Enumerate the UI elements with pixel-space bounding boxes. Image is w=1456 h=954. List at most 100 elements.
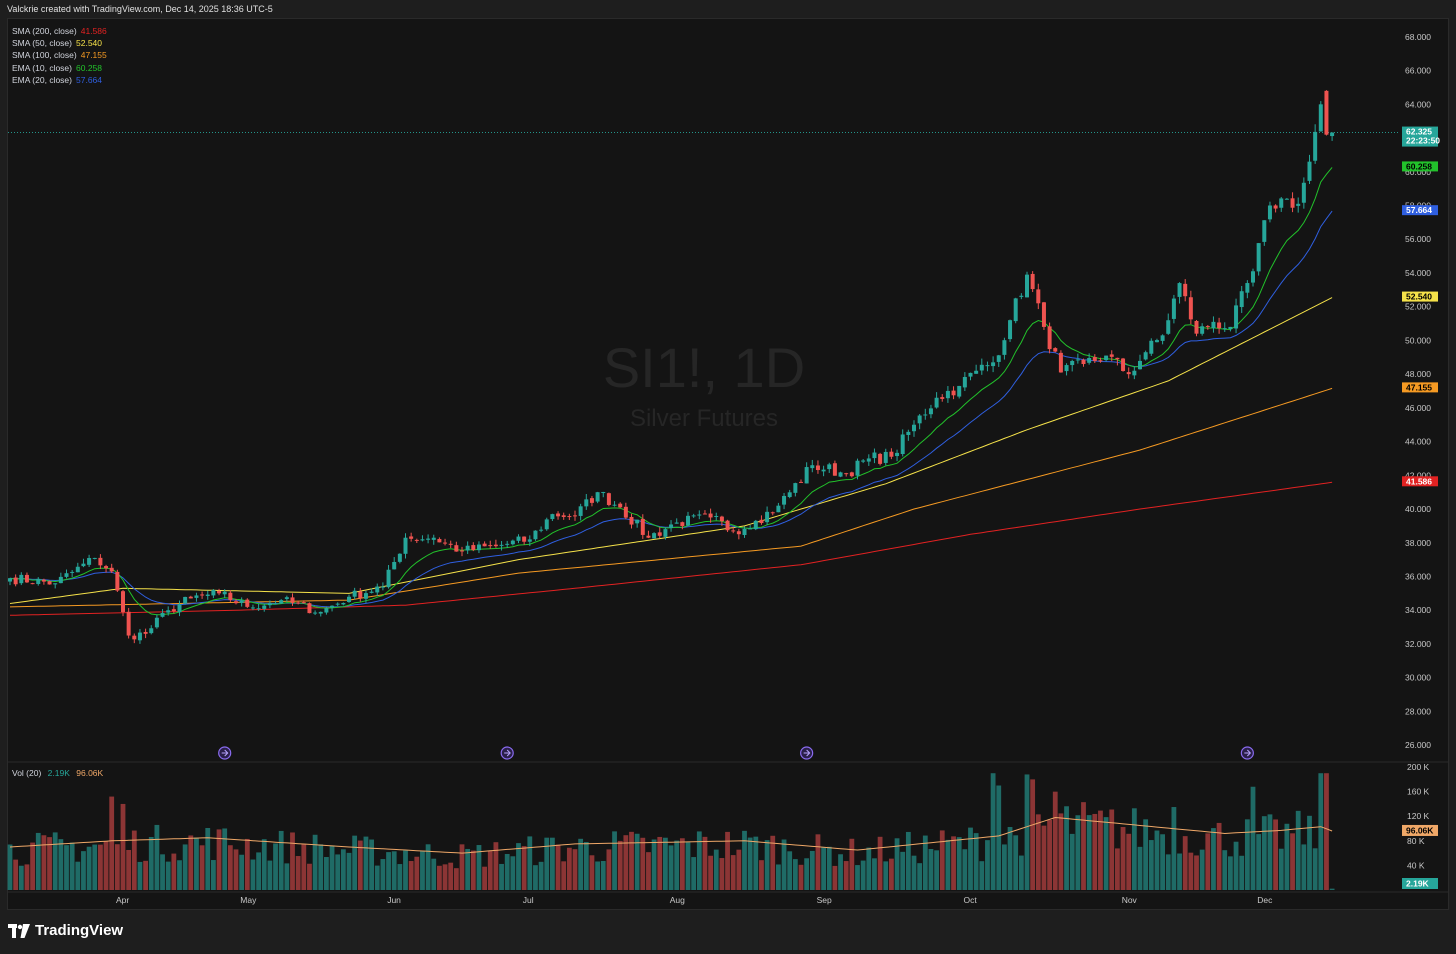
candle-body bbox=[979, 364, 984, 371]
price-tag-label: 60.258 bbox=[1406, 161, 1432, 171]
volume-bar bbox=[1256, 834, 1262, 890]
candle-body bbox=[974, 370, 979, 374]
candle-body bbox=[652, 533, 657, 539]
indicator-legend[interactable]: SMA (200, close) 41.586 SMA (50, close) 52… bbox=[12, 25, 107, 86]
candle bbox=[753, 519, 758, 531]
event-markers[interactable] bbox=[218, 746, 1254, 760]
volume-bar bbox=[470, 850, 476, 890]
candle-body bbox=[1098, 360, 1103, 362]
candle-body bbox=[844, 473, 849, 475]
candle bbox=[1104, 355, 1109, 362]
candle bbox=[58, 572, 63, 584]
legend-sma100[interactable]: SMA (100, close) 47.155 bbox=[12, 49, 107, 61]
event-marker-icon[interactable] bbox=[800, 746, 814, 760]
candle-body bbox=[1324, 90, 1329, 135]
symbol-name-watermark: Silver Futures bbox=[629, 405, 779, 432]
candle-body bbox=[1109, 354, 1114, 357]
y-tick-label: 46.000 bbox=[1405, 403, 1431, 413]
candle bbox=[962, 372, 967, 392]
candle bbox=[1154, 338, 1159, 343]
volume-bar bbox=[369, 839, 374, 890]
volume-bar bbox=[668, 845, 674, 890]
volume-bar bbox=[1120, 827, 1126, 890]
event-marker-icon[interactable] bbox=[218, 746, 232, 760]
candle bbox=[1211, 316, 1216, 333]
candle-body bbox=[1301, 182, 1306, 203]
candle bbox=[1002, 337, 1007, 360]
candle-body bbox=[1008, 320, 1013, 340]
volume-bar bbox=[357, 840, 363, 890]
candle bbox=[104, 564, 109, 573]
chart-credit: Valckrie created with TradingView.com, D… bbox=[7, 4, 273, 14]
candle bbox=[1070, 359, 1075, 372]
volume-bar bbox=[1250, 786, 1256, 890]
candle-body bbox=[1222, 328, 1227, 330]
volume-bar bbox=[521, 846, 527, 890]
candle-body bbox=[793, 483, 798, 493]
candle bbox=[13, 574, 18, 587]
volume-bar bbox=[114, 844, 120, 890]
chart-frame[interactable] bbox=[7, 18, 1449, 910]
legend-sma200[interactable]: SMA (200, close) 41.586 bbox=[12, 25, 107, 37]
candle-body bbox=[397, 553, 402, 562]
volume-bar bbox=[459, 844, 465, 890]
candle bbox=[1194, 319, 1199, 337]
candle-body bbox=[640, 518, 645, 535]
volume-bar bbox=[1126, 833, 1132, 890]
volume-bar bbox=[730, 855, 736, 890]
candle-body bbox=[448, 543, 453, 545]
candle bbox=[912, 420, 916, 437]
volume-bar bbox=[1261, 816, 1267, 890]
tradingview-logo[interactable]: TradingView bbox=[8, 922, 123, 939]
candle bbox=[1290, 192, 1295, 213]
candle-body bbox=[177, 604, 182, 613]
volume-bar bbox=[137, 861, 143, 890]
candle bbox=[1273, 204, 1278, 213]
candle bbox=[234, 598, 238, 605]
x-tick-label: May bbox=[240, 895, 257, 905]
volume-bar bbox=[216, 829, 222, 890]
candle bbox=[691, 513, 696, 518]
candle-body bbox=[488, 545, 493, 547]
volume-bar bbox=[47, 837, 52, 890]
candle-body bbox=[1121, 358, 1126, 371]
candle-body bbox=[618, 503, 623, 508]
volume-bar bbox=[866, 847, 872, 890]
legend-ema10[interactable]: EMA (10, close) 60.258 bbox=[12, 62, 107, 74]
volume-bar bbox=[188, 835, 194, 890]
candle-body bbox=[832, 463, 837, 476]
volume-tick-label: 200 K bbox=[1407, 762, 1430, 772]
volume-bar bbox=[352, 835, 358, 890]
candle bbox=[934, 392, 939, 409]
candle-body bbox=[968, 372, 973, 377]
legend-sma50[interactable]: SMA (50, close) 52.540 bbox=[12, 37, 107, 49]
volume-legend[interactable]: Vol (20) 2.19K 96.06K bbox=[12, 768, 103, 778]
event-marker-icon[interactable] bbox=[1240, 746, 1254, 760]
candle-body bbox=[250, 607, 255, 609]
candle-body bbox=[804, 467, 809, 484]
candle-body bbox=[815, 465, 820, 471]
candle-body bbox=[539, 529, 544, 531]
volume-tag-label: 96.06K bbox=[1406, 825, 1434, 835]
volume-bar bbox=[623, 835, 629, 890]
candle-body bbox=[1239, 291, 1244, 308]
candle bbox=[629, 513, 634, 529]
volume-bar bbox=[177, 860, 182, 890]
candle bbox=[697, 510, 702, 520]
price-tag-label: 41.586 bbox=[1406, 476, 1432, 486]
volume-bar bbox=[821, 847, 826, 890]
legend-ema20[interactable]: EMA (20, close) 57.664 bbox=[12, 74, 107, 86]
event-marker-icon[interactable] bbox=[500, 746, 514, 760]
candle-body bbox=[414, 539, 419, 541]
candle bbox=[1143, 350, 1148, 361]
candle bbox=[8, 577, 12, 586]
legend-value: 47.155 bbox=[80, 50, 107, 61]
volume-legend-label: Vol (20) bbox=[12, 768, 42, 778]
candle bbox=[878, 452, 883, 466]
candle-body bbox=[861, 460, 866, 462]
volume-bar bbox=[504, 853, 510, 890]
x-tick-label: Jul bbox=[523, 895, 534, 905]
candle-body bbox=[273, 603, 278, 605]
candle bbox=[810, 459, 815, 473]
